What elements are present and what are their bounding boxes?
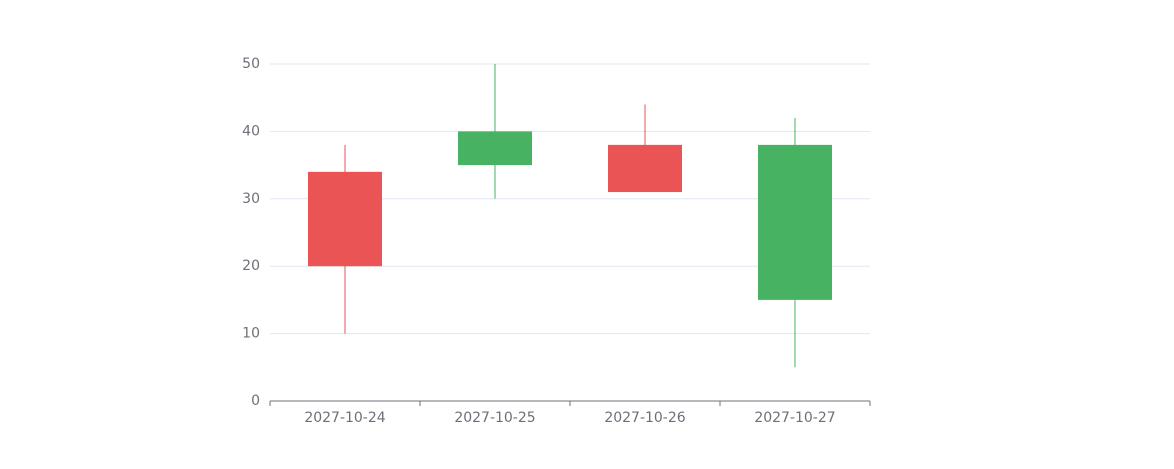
- y-tick-label: 0: [251, 393, 260, 409]
- x-tick-label: 2027-10-26: [604, 410, 685, 426]
- y-tick-label: 20: [242, 258, 260, 274]
- y-tick-label: 10: [242, 326, 260, 342]
- candle-body: [458, 131, 532, 166]
- candle-body: [308, 171, 382, 267]
- x-tick-label: 2027-10-27: [754, 410, 835, 426]
- y-tick-label: 30: [242, 191, 260, 207]
- x-tick-label: 2027-10-24: [304, 410, 385, 426]
- y-tick-label: 50: [242, 56, 260, 72]
- candle-body: [608, 144, 682, 193]
- candle-body: [758, 144, 832, 300]
- x-tick-label: 2027-10-25: [454, 410, 535, 426]
- y-tick-label: 40: [242, 123, 260, 139]
